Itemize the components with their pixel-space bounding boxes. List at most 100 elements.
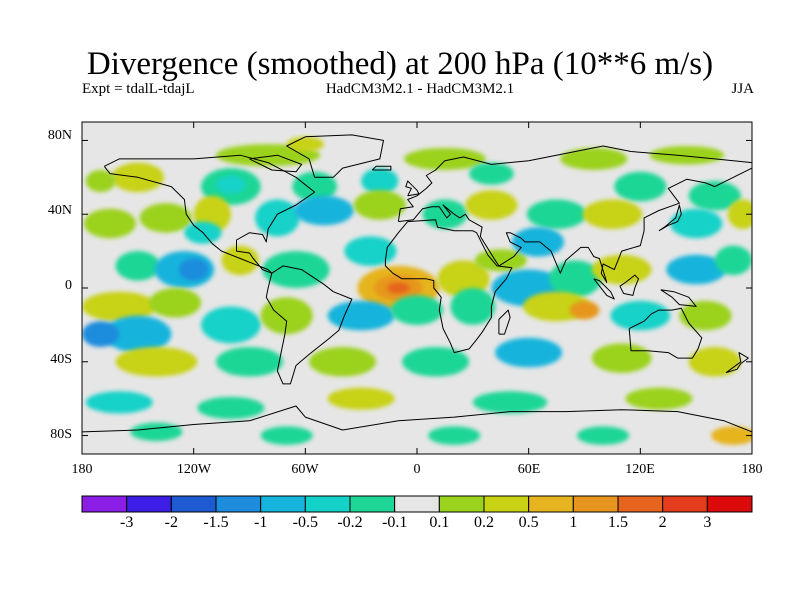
colorbar-swatch [528, 495, 574, 513]
colorbar-swatch [126, 495, 172, 513]
anomaly-blob [216, 175, 246, 194]
lat-label-80s: 80S [50, 427, 72, 442]
anomaly-blob [560, 147, 628, 170]
colorbar-label: -0.2 [337, 514, 363, 531]
anomaly-blob [577, 426, 630, 445]
anomaly-blob [526, 199, 587, 229]
coastline-australia [628, 307, 703, 359]
coastlines [82, 134, 752, 433]
colorbar-label: -1.5 [203, 514, 229, 531]
anomaly-blob [255, 199, 300, 237]
anomaly-blob [450, 288, 496, 325]
anomaly-blob [286, 136, 324, 152]
colorbar-swatch [81, 495, 128, 513]
lat-label-40n: 40N [47, 203, 72, 218]
colorbar-label: 1.5 [608, 514, 628, 531]
anomaly-blob [85, 391, 153, 414]
lon-label-60e: 60E [517, 462, 541, 477]
colorbar-swatch [617, 495, 664, 513]
coastline-south-america [265, 265, 353, 385]
colorbar-label: 0.1 [429, 514, 450, 531]
coastline-iceland [371, 165, 392, 171]
anomaly-blob [115, 251, 161, 281]
coastline-madagascar [498, 309, 511, 335]
colorbar-swatch [215, 495, 262, 513]
colorbar-label: -0.1 [381, 514, 408, 531]
chart-title: Divergence (smoothed) at 200 hPa (10**6 … [86, 46, 714, 82]
lon-label-120e: 120E [625, 462, 655, 477]
colorbar-swatch [572, 495, 619, 513]
colorbar-swatch [349, 495, 396, 513]
anomaly-blob [688, 347, 741, 377]
coastline-europe-asia [397, 145, 752, 283]
anomaly-blob [390, 295, 444, 325]
lat-label-0: 0 [65, 278, 72, 293]
anomaly-blob [403, 147, 486, 170]
anomaly-blob [139, 203, 192, 233]
lon-label-120w: 120W [176, 462, 212, 477]
anomaly-blob [216, 347, 283, 377]
lat-label-80n: 80N [47, 128, 72, 143]
colorbar [81, 495, 753, 513]
lon-label-60w: 60W [291, 462, 319, 477]
anomaly-blob [670, 208, 723, 239]
anomaly-blob [83, 208, 136, 239]
anomaly-blob [625, 387, 693, 410]
coastline-baffin [249, 154, 303, 173]
coastline-antarctica [82, 405, 752, 433]
anomaly-blob [149, 288, 202, 318]
anomaly-blob [353, 190, 406, 220]
anomaly-blob [82, 291, 157, 322]
anomaly-blob [727, 199, 752, 229]
colorbar-label: 0.5 [518, 514, 539, 531]
colorbar-swatch [170, 495, 217, 513]
colorbar-swatch [662, 495, 708, 513]
anomaly-blob [679, 300, 732, 331]
anomaly-blob [474, 249, 527, 272]
colorbar-label: -3 [119, 514, 134, 531]
colorbar-label: 0.2 [474, 514, 494, 531]
colorbar-label: -1 [253, 514, 268, 531]
colorbar-swatch [304, 495, 351, 513]
anomaly-blob [197, 396, 265, 419]
anomaly-blob [428, 426, 481, 445]
model-pair-label: HadCM3M2.1 - HadCM3M2.1 [325, 81, 515, 97]
colorbar-label: 2 [658, 514, 667, 531]
anomaly-blob [178, 258, 209, 281]
anomaly-blob [469, 162, 514, 185]
colorbar-label: -2 [164, 514, 178, 531]
anomaly-blob [292, 171, 337, 202]
anomaly-blob [344, 236, 397, 266]
anomaly-blob [649, 145, 725, 165]
anomaly-blob [327, 300, 395, 331]
colorbar-swatch [394, 495, 440, 513]
anomaly-blob [294, 195, 354, 226]
anomaly-blob [104, 315, 172, 353]
anomaly-blob [260, 297, 313, 335]
colorbar-swatch [260, 495, 306, 513]
colorbar-swatch [438, 495, 485, 513]
anomaly-blob [130, 422, 183, 442]
anomaly-blob [85, 169, 116, 193]
lon-label-0: 0 [413, 462, 421, 477]
anomaly-blob [614, 171, 667, 202]
anomaly-blob [115, 347, 198, 377]
anomaly-blob [309, 347, 377, 377]
lon-label-180w: 180 [71, 462, 93, 477]
anomaly-blob [569, 300, 600, 320]
coastline-greenland [286, 134, 384, 178]
anomaly-blob [82, 321, 120, 348]
coastline-north-america [103, 154, 316, 274]
experiment-label: Expt = tdalL-tdajL [82, 81, 195, 97]
season-label: JJA [731, 81, 754, 97]
colorbar-label: 3 [703, 514, 712, 531]
anomaly-blob [327, 387, 395, 410]
anomaly-blob [591, 254, 652, 285]
anomaly-blob [437, 260, 490, 298]
anomaly-blob [465, 190, 518, 220]
coastline-africa [384, 219, 513, 354]
axis-ticks [81, 122, 753, 454]
lat-label-40s: 40S [50, 352, 72, 367]
coastline-borneo [619, 274, 639, 296]
